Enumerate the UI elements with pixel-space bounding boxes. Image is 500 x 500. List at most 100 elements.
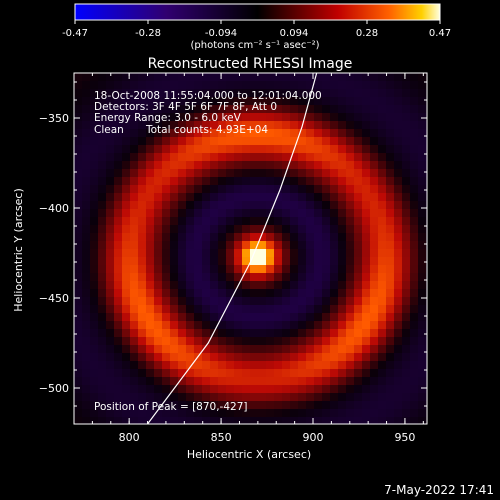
heatmap-cell	[346, 257, 355, 266]
heatmap-cell	[170, 265, 179, 274]
heatmap-cell	[306, 73, 315, 82]
heatmap-cell	[362, 81, 371, 90]
heatmap-cell	[338, 361, 347, 370]
heatmap-cell	[138, 369, 147, 378]
heatmap-cell	[130, 401, 139, 410]
heatmap-cell	[226, 89, 235, 98]
heatmap-cell	[138, 313, 147, 322]
heatmap-cell	[178, 401, 187, 410]
heatmap-cell	[162, 361, 171, 370]
heatmap-cell	[202, 321, 211, 330]
heatmap-cell	[370, 353, 379, 362]
heatmap-cell	[282, 89, 291, 98]
heatmap-cell	[322, 417, 331, 424]
heatmap-cell	[114, 193, 123, 202]
heatmap-cell	[346, 265, 355, 274]
heatmap-cell	[402, 313, 411, 322]
heatmap-cell	[162, 113, 171, 122]
heatmap-cell	[210, 289, 219, 298]
heatmap-cell	[242, 289, 251, 298]
heatmap-cell	[98, 113, 107, 122]
heatmap-cell	[354, 385, 363, 394]
heatmap-cell	[186, 81, 195, 90]
heatmap-cell	[298, 73, 307, 82]
colorbar-units: (photons cm⁻² s⁻¹ asec⁻²)	[190, 40, 319, 51]
heatmap-cell	[266, 289, 275, 298]
heatmap-cell	[418, 145, 427, 154]
heatmap-cell	[290, 89, 299, 98]
heatmap-cell	[250, 209, 259, 218]
heatmap-cell	[250, 97, 259, 106]
heatmap-cell	[146, 129, 155, 138]
heatmap-cell	[226, 385, 235, 394]
heatmap-cell	[234, 265, 243, 274]
heatmap-cell	[274, 417, 283, 424]
heatmap-cell	[322, 369, 331, 378]
heatmap-cell	[202, 249, 211, 258]
heatmap-cell	[274, 249, 283, 258]
heatmap-cell	[258, 281, 267, 290]
heatmap-cell	[82, 249, 91, 258]
heatmap-cell	[90, 201, 99, 210]
heatmap-cell	[122, 289, 131, 298]
heatmap-cell	[218, 241, 227, 250]
x-tick-label: 850	[211, 431, 232, 444]
heatmap-cell	[194, 185, 203, 194]
heatmap-cell	[410, 313, 419, 322]
heatmap-cell	[322, 377, 331, 386]
heatmap-cell	[138, 329, 147, 338]
heatmap-cell	[114, 97, 123, 106]
heatmap-cell	[322, 201, 331, 210]
heatmap-cell	[330, 409, 339, 418]
heatmap-cell	[362, 281, 371, 290]
heatmap-cell	[402, 185, 411, 194]
heatmap-cell	[306, 265, 315, 274]
heatmap-cell	[314, 209, 323, 218]
heatmap-cell	[370, 281, 379, 290]
heatmap-cell	[418, 409, 427, 418]
heatmap-cell	[298, 233, 307, 242]
heatmap-cell	[322, 121, 331, 130]
heatmap-cell	[370, 233, 379, 242]
heatmap-cell	[202, 361, 211, 370]
heatmap-cell	[202, 289, 211, 298]
heatmap-cell	[298, 377, 307, 386]
heatmap-cell	[250, 321, 259, 330]
heatmap-cell	[170, 241, 179, 250]
heatmap-cell	[154, 385, 163, 394]
heatmap-cell	[210, 97, 219, 106]
heatmap-cell	[82, 353, 91, 362]
heatmap-cell	[378, 393, 387, 402]
heatmap-cell	[82, 97, 91, 106]
heatmap-cell	[194, 257, 203, 266]
heatmap-cell	[90, 297, 99, 306]
heatmap-cell	[410, 393, 419, 402]
heatmap-cell	[394, 281, 403, 290]
heatmap-cell	[138, 81, 147, 90]
heatmap-cell	[378, 209, 387, 218]
heatmap-cell	[338, 121, 347, 130]
heatmap-cell	[402, 177, 411, 186]
heatmap-cell	[106, 169, 115, 178]
heatmap-cell	[162, 401, 171, 410]
heatmap-cell	[146, 137, 155, 146]
heatmap-cell	[402, 385, 411, 394]
heatmap-cell	[122, 193, 131, 202]
heatmap-cell	[410, 193, 419, 202]
heatmap-cell	[314, 89, 323, 98]
heatmap-cell	[242, 185, 251, 194]
heatmap-cell	[194, 233, 203, 242]
heatmap-cell	[138, 281, 147, 290]
heatmap-cell	[370, 361, 379, 370]
heatmap-cell	[170, 305, 179, 314]
heatmap-cell	[130, 393, 139, 402]
heatmap-cell	[226, 313, 235, 322]
heatmap-cell	[114, 369, 123, 378]
heatmap-cell	[154, 185, 163, 194]
heatmap-cell	[282, 313, 291, 322]
heatmap-cell	[314, 409, 323, 418]
heatmap-cell	[186, 393, 195, 402]
heatmap-cell	[162, 225, 171, 234]
heatmap-cell	[234, 329, 243, 338]
heatmap-cell	[306, 81, 315, 90]
